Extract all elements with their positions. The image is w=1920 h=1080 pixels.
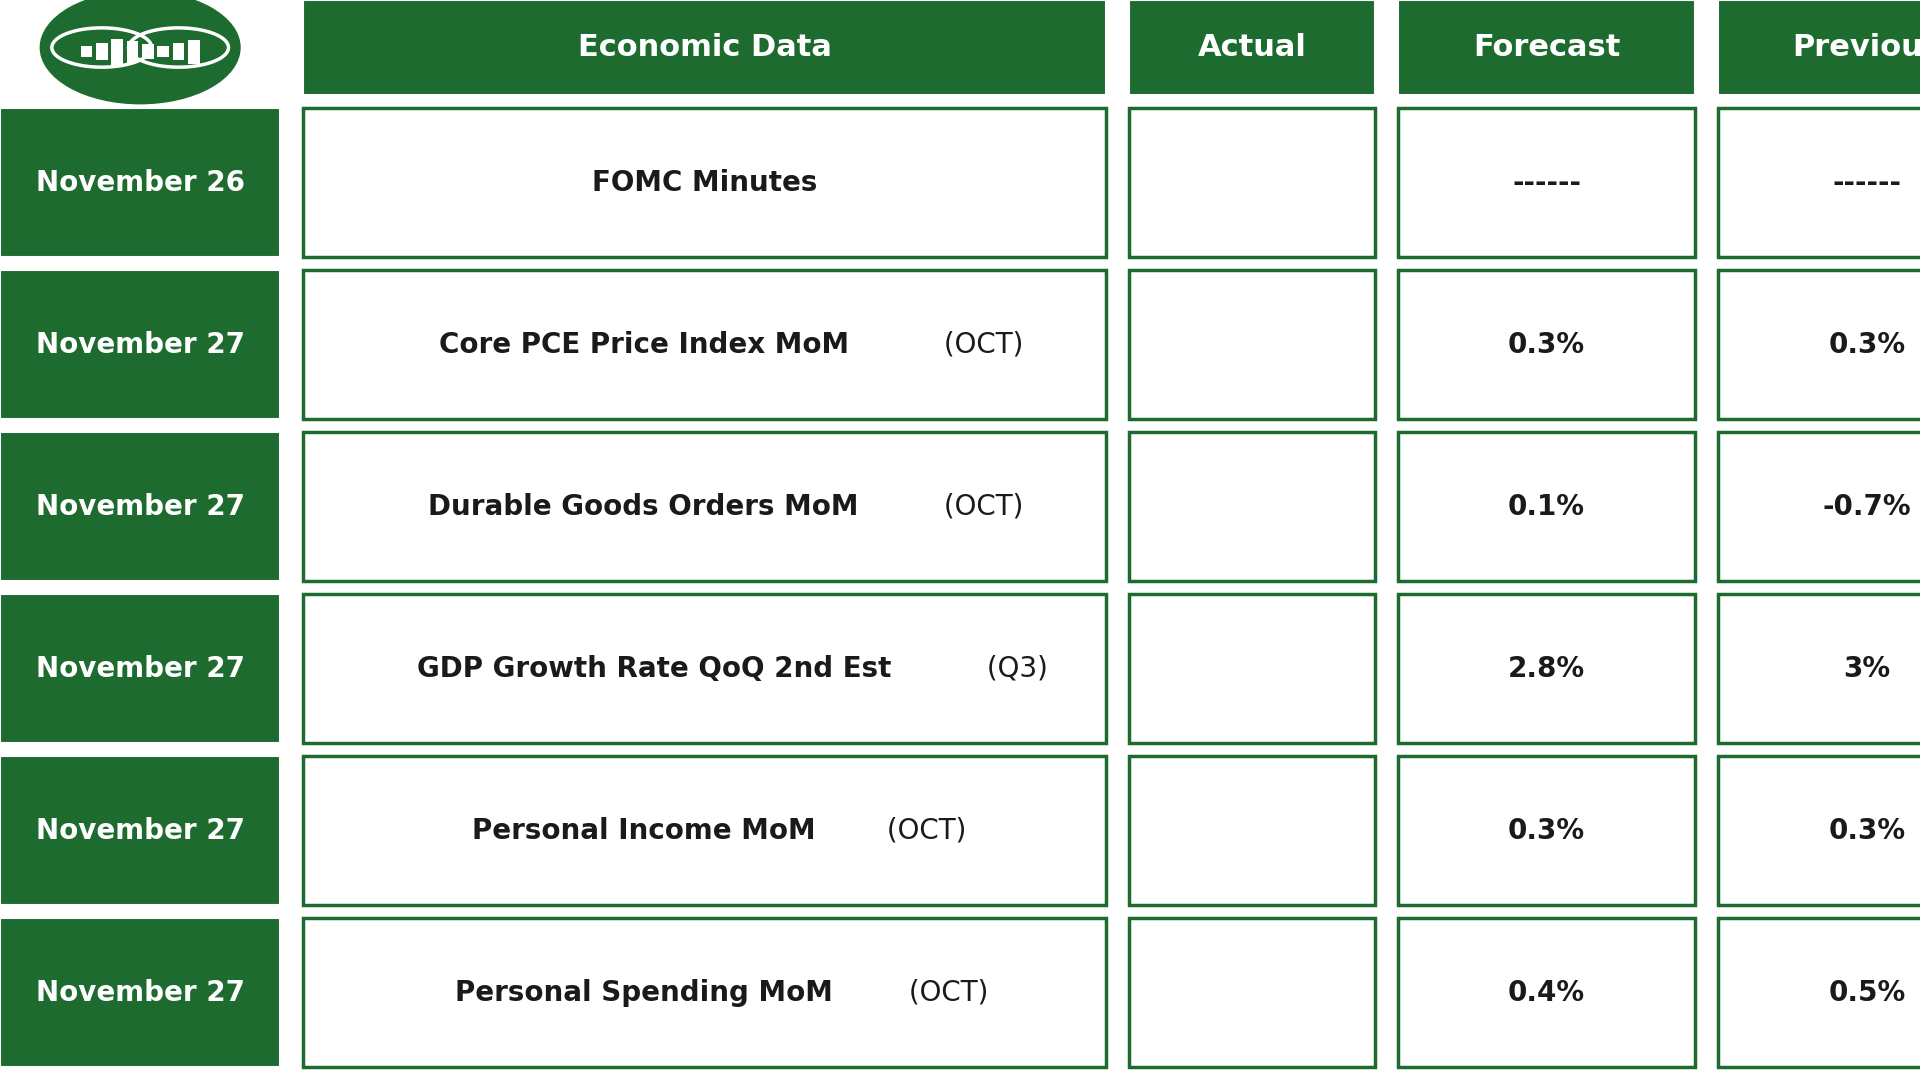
FancyBboxPatch shape <box>1718 108 1920 257</box>
FancyBboxPatch shape <box>1129 918 1375 1067</box>
Text: November 27: November 27 <box>36 978 244 1007</box>
FancyBboxPatch shape <box>1129 432 1375 581</box>
FancyBboxPatch shape <box>0 0 280 95</box>
FancyBboxPatch shape <box>1398 432 1695 581</box>
Text: November 27: November 27 <box>36 654 244 683</box>
FancyBboxPatch shape <box>127 41 138 63</box>
Text: FOMC Minutes: FOMC Minutes <box>591 168 818 197</box>
Text: 0.3%: 0.3% <box>1828 816 1907 845</box>
Text: Previous: Previous <box>1793 33 1920 62</box>
FancyBboxPatch shape <box>157 46 169 57</box>
Text: ------: ------ <box>1834 168 1901 197</box>
Text: ------: ------ <box>1513 168 1580 197</box>
FancyBboxPatch shape <box>1718 432 1920 581</box>
FancyBboxPatch shape <box>1129 108 1375 257</box>
Text: (OCT): (OCT) <box>900 978 989 1007</box>
FancyBboxPatch shape <box>1398 108 1695 257</box>
FancyBboxPatch shape <box>1398 270 1695 419</box>
Text: (OCT): (OCT) <box>877 816 966 845</box>
FancyBboxPatch shape <box>0 108 280 257</box>
FancyBboxPatch shape <box>303 108 1106 257</box>
Text: 0.5%: 0.5% <box>1828 978 1907 1007</box>
Text: 0.3%: 0.3% <box>1828 330 1907 359</box>
FancyBboxPatch shape <box>188 40 200 64</box>
FancyBboxPatch shape <box>303 0 1106 95</box>
FancyBboxPatch shape <box>81 46 92 57</box>
Text: November 27: November 27 <box>36 816 244 845</box>
FancyBboxPatch shape <box>0 918 280 1067</box>
FancyBboxPatch shape <box>1129 756 1375 905</box>
FancyBboxPatch shape <box>0 594 280 743</box>
FancyBboxPatch shape <box>1718 594 1920 743</box>
FancyBboxPatch shape <box>1718 270 1920 419</box>
FancyBboxPatch shape <box>0 756 280 905</box>
FancyBboxPatch shape <box>303 270 1106 419</box>
Text: GDP Growth Rate QoQ 2nd Est: GDP Growth Rate QoQ 2nd Est <box>417 654 891 683</box>
FancyBboxPatch shape <box>1398 0 1695 95</box>
Text: (OCT): (OCT) <box>935 492 1023 521</box>
FancyBboxPatch shape <box>303 918 1106 1067</box>
FancyBboxPatch shape <box>1398 918 1695 1067</box>
FancyBboxPatch shape <box>1129 0 1375 95</box>
Text: 0.3%: 0.3% <box>1507 816 1586 845</box>
FancyBboxPatch shape <box>96 43 108 60</box>
Text: (OCT): (OCT) <box>935 330 1023 359</box>
FancyBboxPatch shape <box>111 39 123 65</box>
Text: 0.3%: 0.3% <box>1507 330 1586 359</box>
Text: 0.1%: 0.1% <box>1507 492 1586 521</box>
Text: Forecast: Forecast <box>1473 33 1620 62</box>
Text: (Q3): (Q3) <box>977 654 1048 683</box>
Text: Durable Goods Orders MoM: Durable Goods Orders MoM <box>428 492 858 521</box>
Text: 0.4%: 0.4% <box>1507 978 1586 1007</box>
FancyBboxPatch shape <box>303 432 1106 581</box>
Text: November 26: November 26 <box>36 168 244 197</box>
Text: Personal Spending MoM: Personal Spending MoM <box>455 978 833 1007</box>
Text: -0.7%: -0.7% <box>1822 492 1912 521</box>
Text: November 27: November 27 <box>36 330 244 359</box>
FancyBboxPatch shape <box>1129 594 1375 743</box>
Text: Personal Income MoM: Personal Income MoM <box>472 816 816 845</box>
FancyBboxPatch shape <box>1398 756 1695 905</box>
Text: 2.8%: 2.8% <box>1507 654 1586 683</box>
Text: Actual: Actual <box>1198 33 1306 62</box>
Text: Core PCE Price Index MoM: Core PCE Price Index MoM <box>438 330 849 359</box>
FancyBboxPatch shape <box>0 270 280 419</box>
FancyBboxPatch shape <box>0 432 280 581</box>
FancyBboxPatch shape <box>303 594 1106 743</box>
FancyBboxPatch shape <box>1398 594 1695 743</box>
FancyBboxPatch shape <box>1718 0 1920 95</box>
Text: 3%: 3% <box>1843 654 1891 683</box>
FancyBboxPatch shape <box>1718 918 1920 1067</box>
FancyBboxPatch shape <box>142 44 154 59</box>
FancyBboxPatch shape <box>303 756 1106 905</box>
FancyBboxPatch shape <box>1129 270 1375 419</box>
Text: November 27: November 27 <box>36 492 244 521</box>
Text: Economic Data: Economic Data <box>578 33 831 62</box>
FancyBboxPatch shape <box>173 43 184 60</box>
FancyBboxPatch shape <box>1718 756 1920 905</box>
Circle shape <box>40 0 240 104</box>
